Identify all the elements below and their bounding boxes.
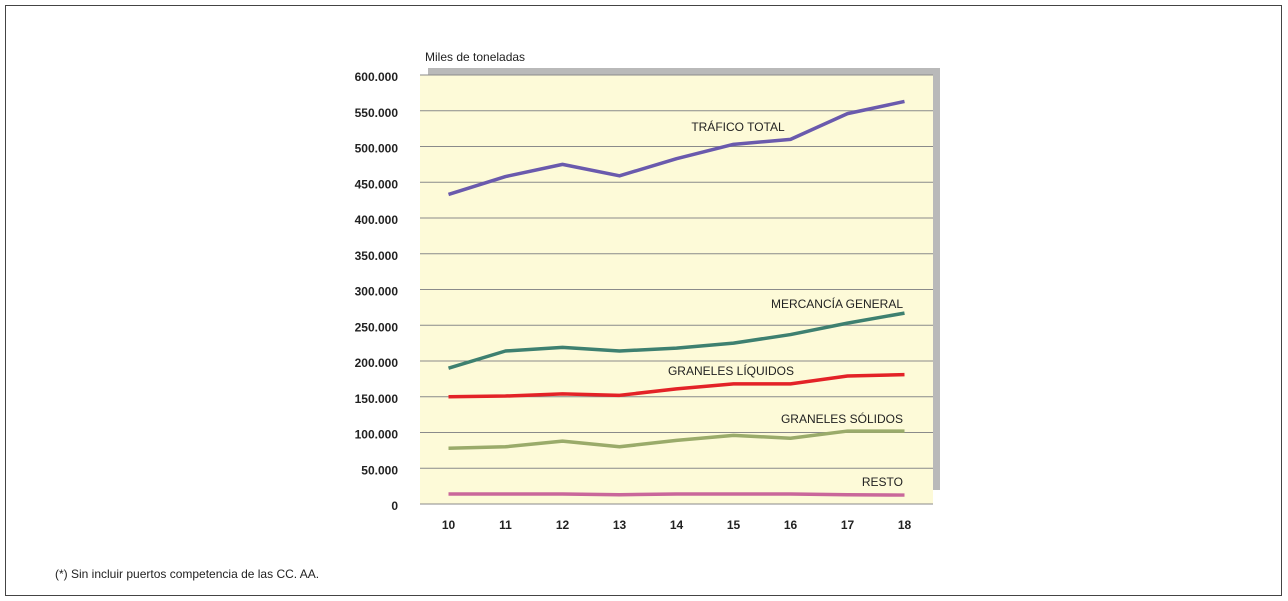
x-tick-label: 18 <box>898 518 912 532</box>
series-line <box>448 492 905 497</box>
series-line <box>448 429 905 450</box>
series-label: RESTO <box>862 475 903 489</box>
y-tick-label: 150.000 <box>355 392 399 406</box>
series-label: TRÁFICO TOTAL <box>691 119 785 134</box>
x-tick-label: 14 <box>670 518 684 532</box>
series-line <box>448 372 905 399</box>
y-tick-label: 550.000 <box>355 106 399 120</box>
x-tick-label: 13 <box>613 518 627 532</box>
x-tick-label: 15 <box>727 518 741 532</box>
series-label: GRANELES SÓLIDOS <box>781 411 903 426</box>
y-tick-label: 200.000 <box>355 356 399 370</box>
x-tick-label: 16 <box>784 518 798 532</box>
x-tick-label: 10 <box>442 518 456 532</box>
series-line <box>447 311 905 370</box>
footnote: (*) Sin incluir puertos competencia de l… <box>55 567 319 581</box>
y-tick-label: 50.000 <box>361 463 398 477</box>
y-tick-label: 0 <box>391 499 398 513</box>
y-tick-label: 100.000 <box>355 428 399 442</box>
x-tick-label: 11 <box>499 518 512 532</box>
y-tick-label: 300.000 <box>355 285 399 299</box>
series-label: MERCANCÍA GENERAL <box>771 296 903 311</box>
series-line <box>447 99 905 197</box>
y-axis-label: Miles de toneladas <box>425 50 525 64</box>
y-tick-label: 500.000 <box>355 142 399 156</box>
y-tick-label: 250.000 <box>355 320 399 334</box>
y-tick-label: 450.000 <box>355 177 399 191</box>
x-tick-label: 17 <box>841 518 855 532</box>
series-label: GRANELES LÍQUIDOS <box>668 363 794 378</box>
x-tick-label: 12 <box>556 518 570 532</box>
y-tick-label: 400.000 <box>355 213 399 227</box>
y-tick-label: 600.000 <box>355 70 399 84</box>
y-tick-label: 350.000 <box>355 249 399 263</box>
frame <box>5 5 1282 596</box>
